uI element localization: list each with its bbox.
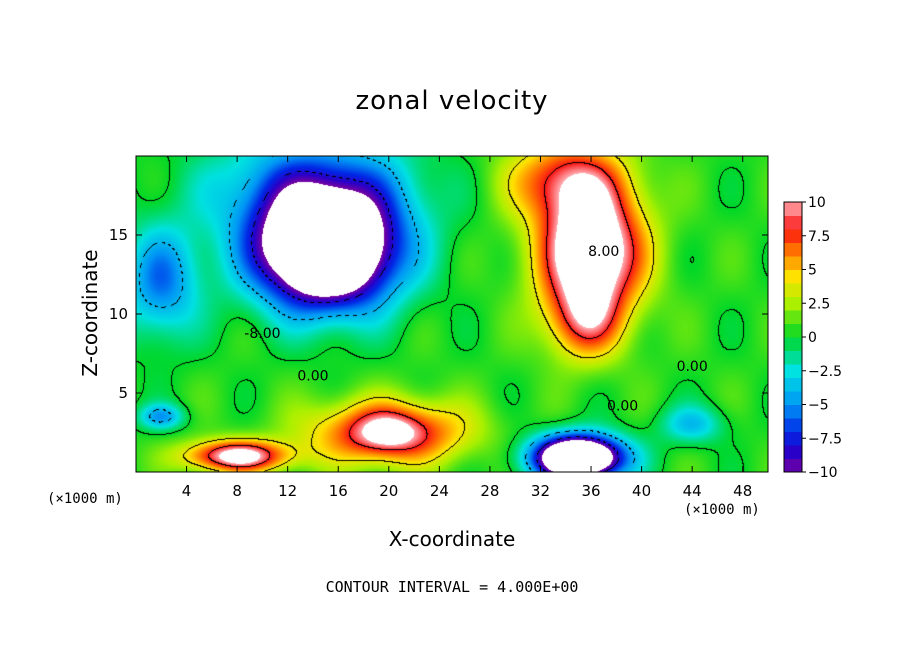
colorbar-tick-label-5: −2.5 [808,364,842,380]
x-unit-left: (×1000 m) [47,491,123,507]
colorbar-band-18 [784,215,802,230]
x-tick-label-1: 8 [232,482,242,500]
colorbar-tick-label-4: 0 [808,330,817,346]
colorbar-tick-label-3: 2.5 [808,296,830,312]
x-tick-label-11: 48 [733,482,752,500]
colorbar-band-8 [784,350,802,365]
colorbar-tick-label-6: −5 [808,398,829,414]
colorbar-tick-label-0: 10 [808,195,826,211]
y-tick-label-2: 15 [109,226,128,244]
colorbar-tick-label-7: −7.5 [808,431,842,447]
chart-title: zonal velocity [355,86,549,116]
contour-interval-note: CONTOUR INTERVAL = 4.000E+00 [325,578,579,596]
x-tick-label-3: 16 [329,482,348,500]
colorbar-band-13 [784,283,802,297]
contour-label-4: 0.00 [607,399,638,415]
colorbar-tick-label-8: −10 [808,465,838,481]
colorbar-band-9 [784,337,802,351]
contour-label-0: -8.00 [244,326,280,342]
colorbar-band-0 [784,458,802,473]
colorbar-tick-label-1: 7.5 [808,229,830,245]
x-tick-label-0: 4 [182,482,192,500]
colorbar-band-17 [784,229,802,243]
colorbar-band-7 [784,364,802,378]
colorbar-band-16 [784,242,802,257]
x-tick-label-8: 36 [581,482,600,500]
colorbar-band-5 [784,391,802,405]
x-tick-label-7: 32 [531,482,550,500]
contour-label-3: 0.00 [677,359,708,375]
x-tick-label-9: 40 [632,482,651,500]
contour-label-2: 8.00 [588,244,619,260]
x-axis-label: X-coordinate [388,527,516,551]
x-unit-right: (×1000 m) [684,502,760,518]
heatmap-field [136,156,768,472]
x-tick-label-2: 12 [278,482,297,500]
colorbar-tick-label-2: 5 [808,263,817,279]
colorbar-band-12 [784,296,802,311]
colorbar-band-19 [784,202,802,216]
colorbar-band-2 [784,431,802,446]
colorbar-band-4 [784,404,802,419]
y-tick-label-0: 5 [118,384,128,402]
colorbar-band-6 [784,377,802,392]
x-tick-label-4: 20 [379,482,398,500]
x-tick-label-6: 28 [480,482,499,500]
x-tick-label-10: 44 [683,482,702,500]
colorbar-band-11 [784,310,802,324]
colorbar-band-15 [784,256,802,270]
y-axis-label: Z-coordinate [78,249,102,377]
contour-label-1: 0.00 [297,369,328,385]
colorbar-band-3 [784,418,802,432]
colorbar-band-1 [784,445,802,459]
y-tick-label-1: 10 [109,305,128,323]
colorbar-band-10 [784,323,802,338]
x-tick-label-5: 24 [430,482,449,500]
colorbar-band-14 [784,269,802,284]
